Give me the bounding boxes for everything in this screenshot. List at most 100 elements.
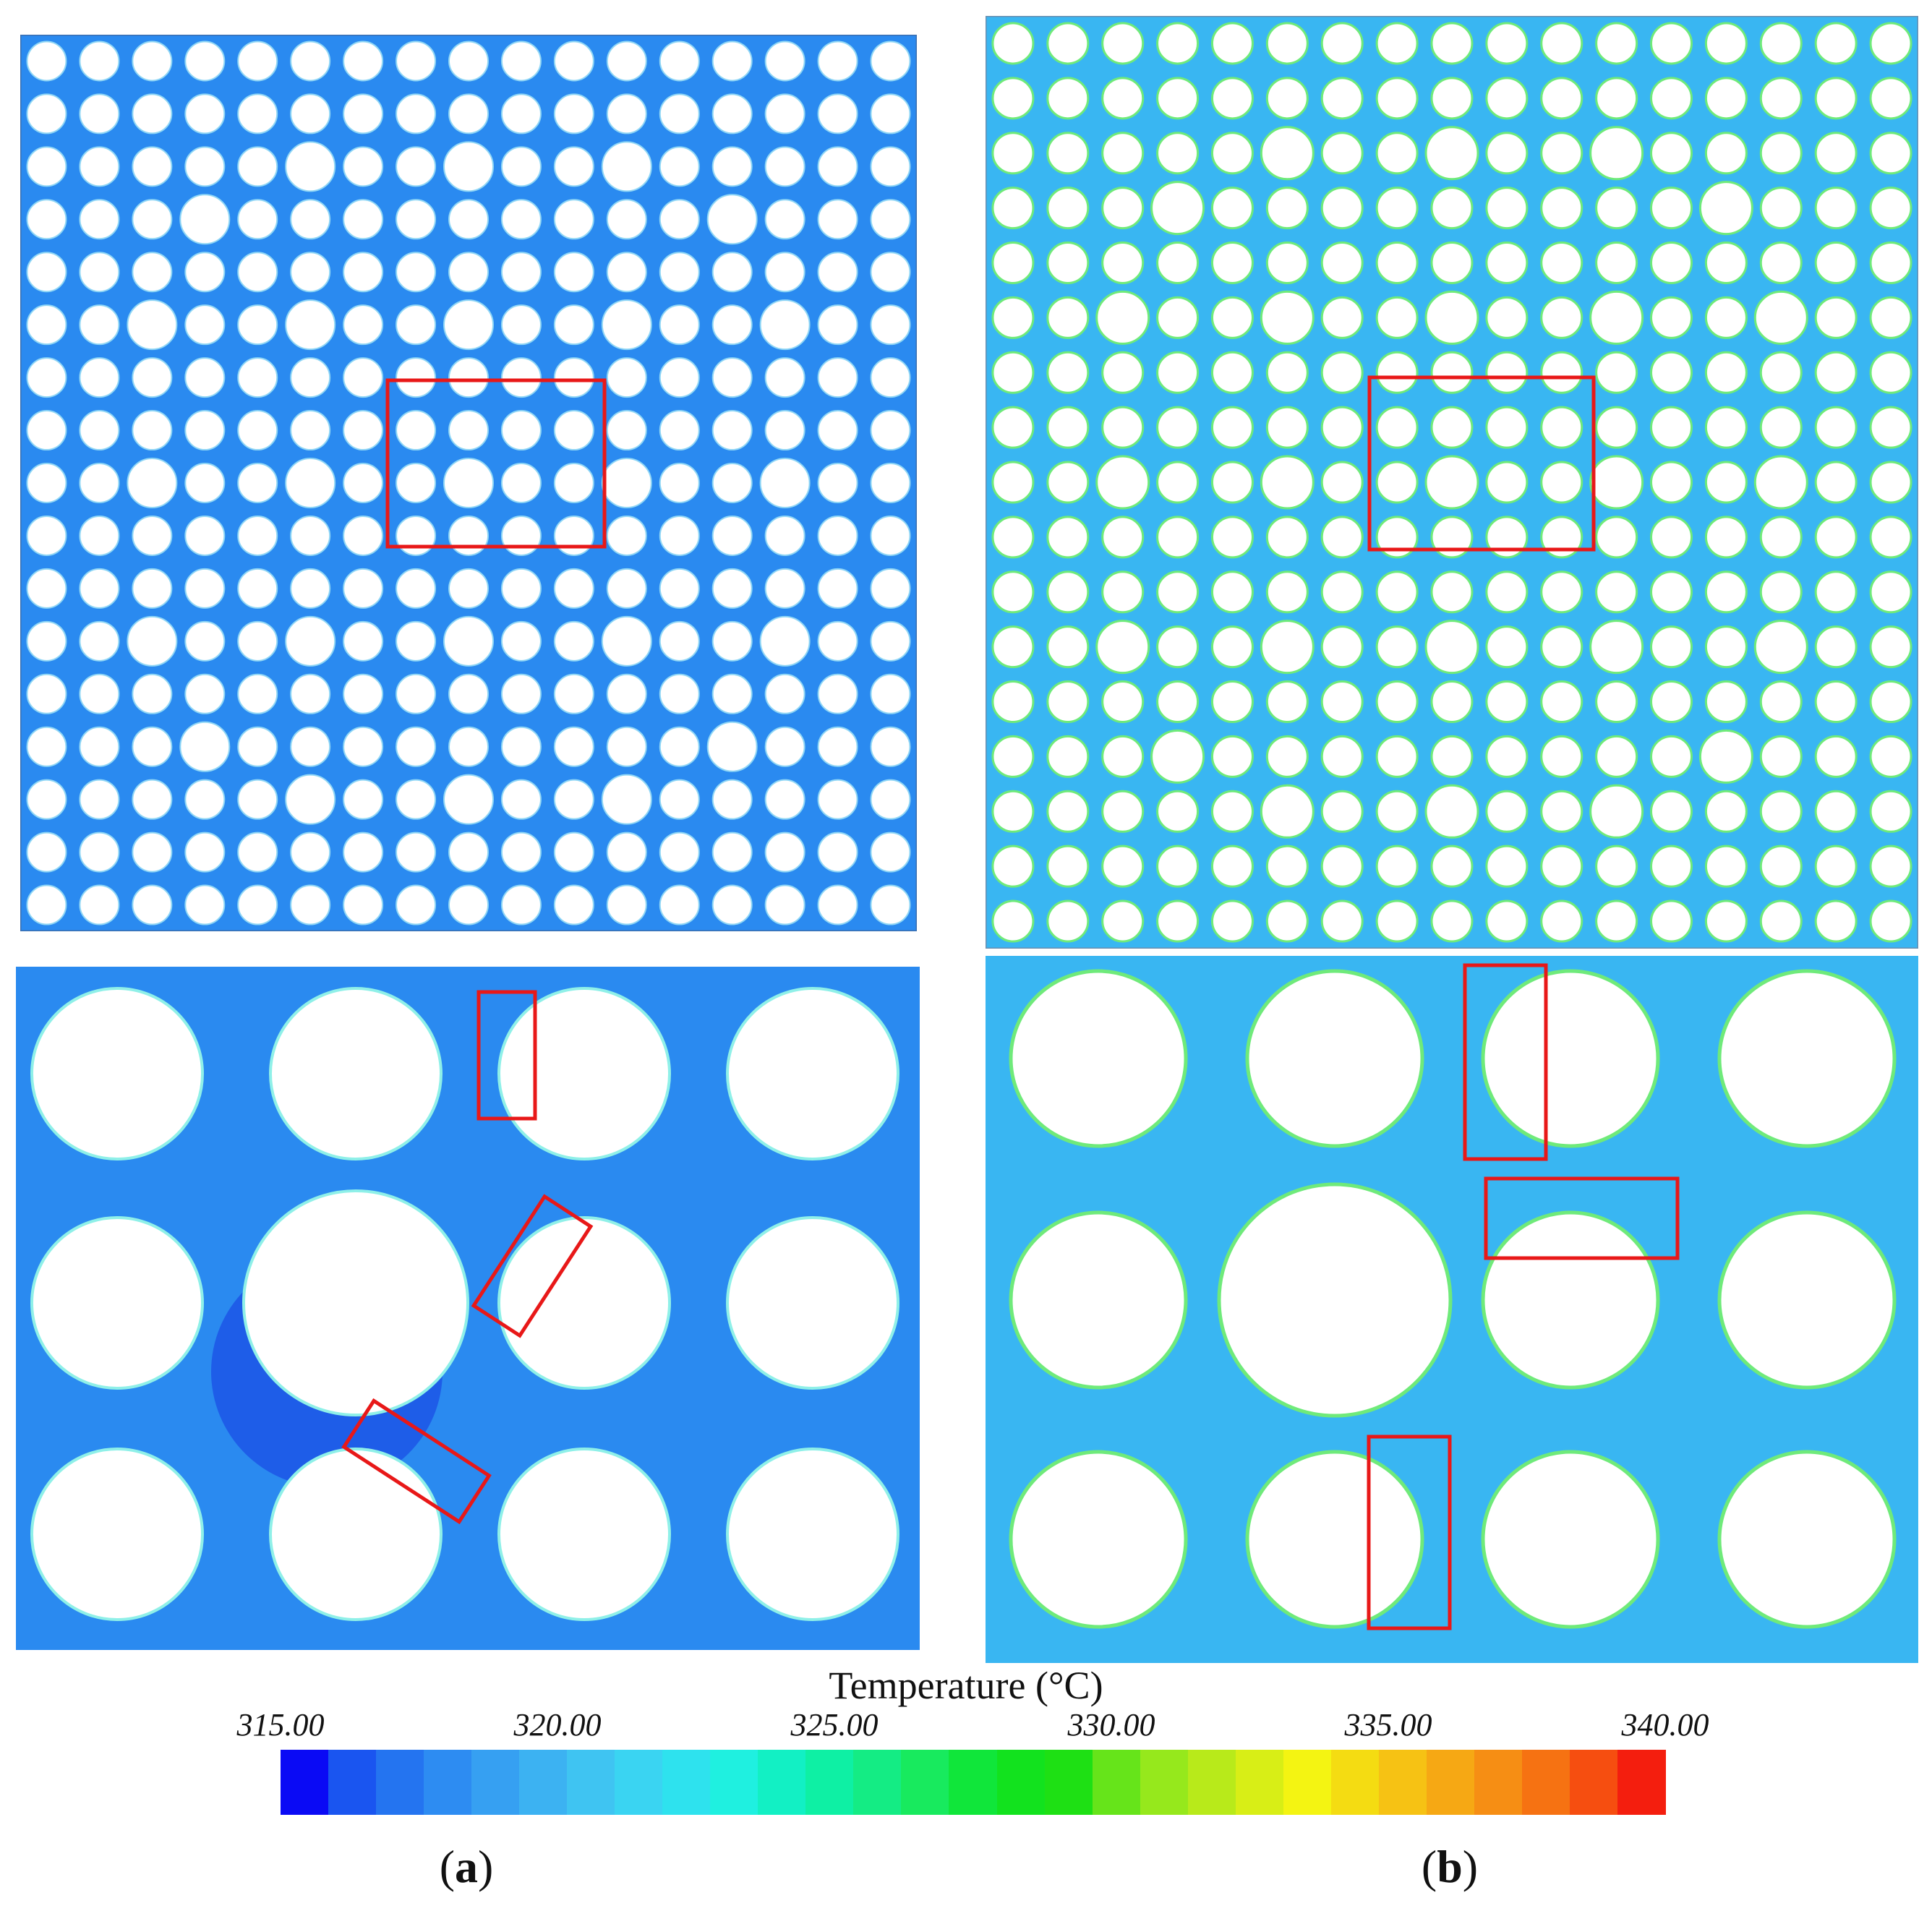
fuel-rod-hole	[1704, 790, 1748, 833]
fuel-rod-hole	[1540, 625, 1583, 669]
fuel-rod-hole	[711, 304, 753, 346]
fuel-rod-hole	[184, 831, 226, 873]
fuel-rod-hole	[764, 673, 805, 714]
fuel-rod-hole	[1540, 845, 1583, 888]
fuel-rod-hole	[1704, 406, 1748, 449]
fuel-rod-hole	[1156, 77, 1200, 120]
fuel-rod-hole	[1759, 132, 1803, 175]
fuel-rod-hole	[1814, 735, 1858, 778]
guide-tube-hole	[127, 615, 178, 667]
fuel-rod-hole	[870, 515, 911, 556]
guide-tube-hole	[1589, 290, 1644, 345]
guide-tube-hole	[242, 1189, 469, 1416]
fuel-rod-hole	[1869, 187, 1912, 230]
fuel-rod-hole	[1485, 845, 1529, 888]
fuel-rod-hole	[1265, 351, 1309, 394]
fuel-rod-hole	[26, 884, 67, 925]
fuel-rod-hole	[1101, 680, 1145, 724]
guide-tube-hole	[1260, 126, 1315, 181]
panel-b-zoom-region-box	[1367, 375, 1596, 552]
fuel-rod-hole	[606, 410, 647, 451]
fuel-rod-hole	[396, 515, 437, 556]
colorbar-tick: 340.00	[1621, 1707, 1709, 1743]
fuel-rod-hole	[764, 568, 805, 609]
fuel-rod-hole	[396, 884, 437, 925]
fuel-rod-hole	[290, 199, 331, 240]
fuel-rod-hole	[1046, 625, 1090, 669]
fuel-rod-hole	[1814, 22, 1858, 65]
fuel-rod-hole	[991, 132, 1035, 175]
fuel-rod-hole	[26, 673, 67, 714]
fuel-rod-hole	[396, 620, 437, 662]
colorbar-segment	[805, 1750, 855, 1815]
colorbar-tick: 315.00	[236, 1707, 325, 1743]
fuel-rod-hole	[817, 673, 858, 714]
fuel-rod-hole	[1375, 680, 1419, 724]
panel-a-highlight-box-3	[341, 1398, 492, 1525]
guide-tube-hole	[1589, 620, 1644, 675]
fuel-rod-hole	[817, 252, 858, 293]
guide-tube-hole	[1260, 455, 1315, 510]
fuel-rod-hole	[1759, 680, 1803, 724]
fuel-rod-hole	[1540, 406, 1583, 449]
fuel-rod-hole	[1265, 22, 1309, 65]
fuel-rod-hole	[1540, 187, 1583, 230]
fuel-rod-hole	[290, 884, 331, 925]
fuel-rod-hole	[1485, 570, 1529, 614]
fuel-rod-hole	[1704, 351, 1748, 394]
guide-tube-hole	[759, 458, 811, 508]
colorbar	[281, 1750, 1666, 1815]
fuel-rod-hole	[1704, 241, 1748, 284]
fuel-rod-hole	[1430, 570, 1474, 614]
fuel-rod-hole	[606, 199, 647, 240]
fuel-rod-hole	[1485, 516, 1529, 559]
panel-a-zoom-view	[16, 967, 920, 1650]
fuel-rod-hole	[1320, 132, 1364, 175]
fuel-rod-hole	[79, 568, 120, 609]
fuel-rod-hole	[659, 40, 700, 82]
fuel-rod-hole	[1717, 969, 1897, 1148]
fuel-rod-hole	[726, 1448, 899, 1621]
fuel-rod-hole	[711, 252, 753, 293]
fuel-rod-hole	[396, 304, 437, 346]
fuel-rod-hole	[1265, 187, 1309, 230]
panel-b-label-open: (	[1421, 1841, 1437, 1892]
fuel-rod-hole	[1540, 77, 1583, 120]
panel-a-highlight-box-2	[471, 1194, 594, 1338]
fuel-rod-hole	[237, 831, 278, 873]
guide-tube-hole	[443, 458, 494, 508]
fuel-rod-hole	[1430, 899, 1474, 943]
fuel-rod-hole	[1210, 461, 1254, 504]
fuel-rod-hole	[1869, 77, 1912, 120]
fuel-rod-hole	[764, 779, 805, 820]
fuel-rod-hole	[1375, 570, 1419, 614]
fuel-rod-hole	[711, 93, 753, 134]
fuel-rod-hole	[1320, 899, 1364, 943]
fuel-rod-hole	[1210, 735, 1254, 778]
fuel-rod-hole	[1101, 77, 1145, 120]
fuel-rod-hole	[30, 1448, 204, 1621]
panel-b-label-close: )	[1462, 1841, 1479, 1892]
fuel-rod-hole	[606, 673, 647, 714]
colorbar-segment	[710, 1750, 759, 1815]
fuel-rod-hole	[1156, 241, 1200, 284]
fuel-rod-hole	[1869, 570, 1912, 614]
fuel-rod-hole	[1009, 1210, 1188, 1390]
fuel-rod-hole	[26, 146, 67, 187]
fuel-rod-hole	[343, 93, 384, 134]
fuel-rod-hole	[132, 673, 173, 714]
fuel-rod-hole	[26, 304, 67, 346]
fuel-rod-hole	[1595, 22, 1638, 65]
fuel-rod-hole	[1046, 132, 1090, 175]
fuel-rod-hole	[448, 568, 489, 609]
fuel-rod-hole	[237, 146, 278, 187]
fuel-rod-hole	[1650, 351, 1693, 394]
fuel-rod-hole	[1704, 132, 1748, 175]
fuel-rod-hole	[817, 40, 858, 82]
fuel-rod-hole	[1540, 516, 1583, 559]
fuel-rod-hole	[1210, 625, 1254, 669]
guide-tube-hole	[443, 615, 494, 667]
fuel-rod-hole	[1595, 899, 1638, 943]
fuel-rod-hole	[237, 304, 278, 346]
fuel-rod-hole	[1245, 1450, 1424, 1629]
